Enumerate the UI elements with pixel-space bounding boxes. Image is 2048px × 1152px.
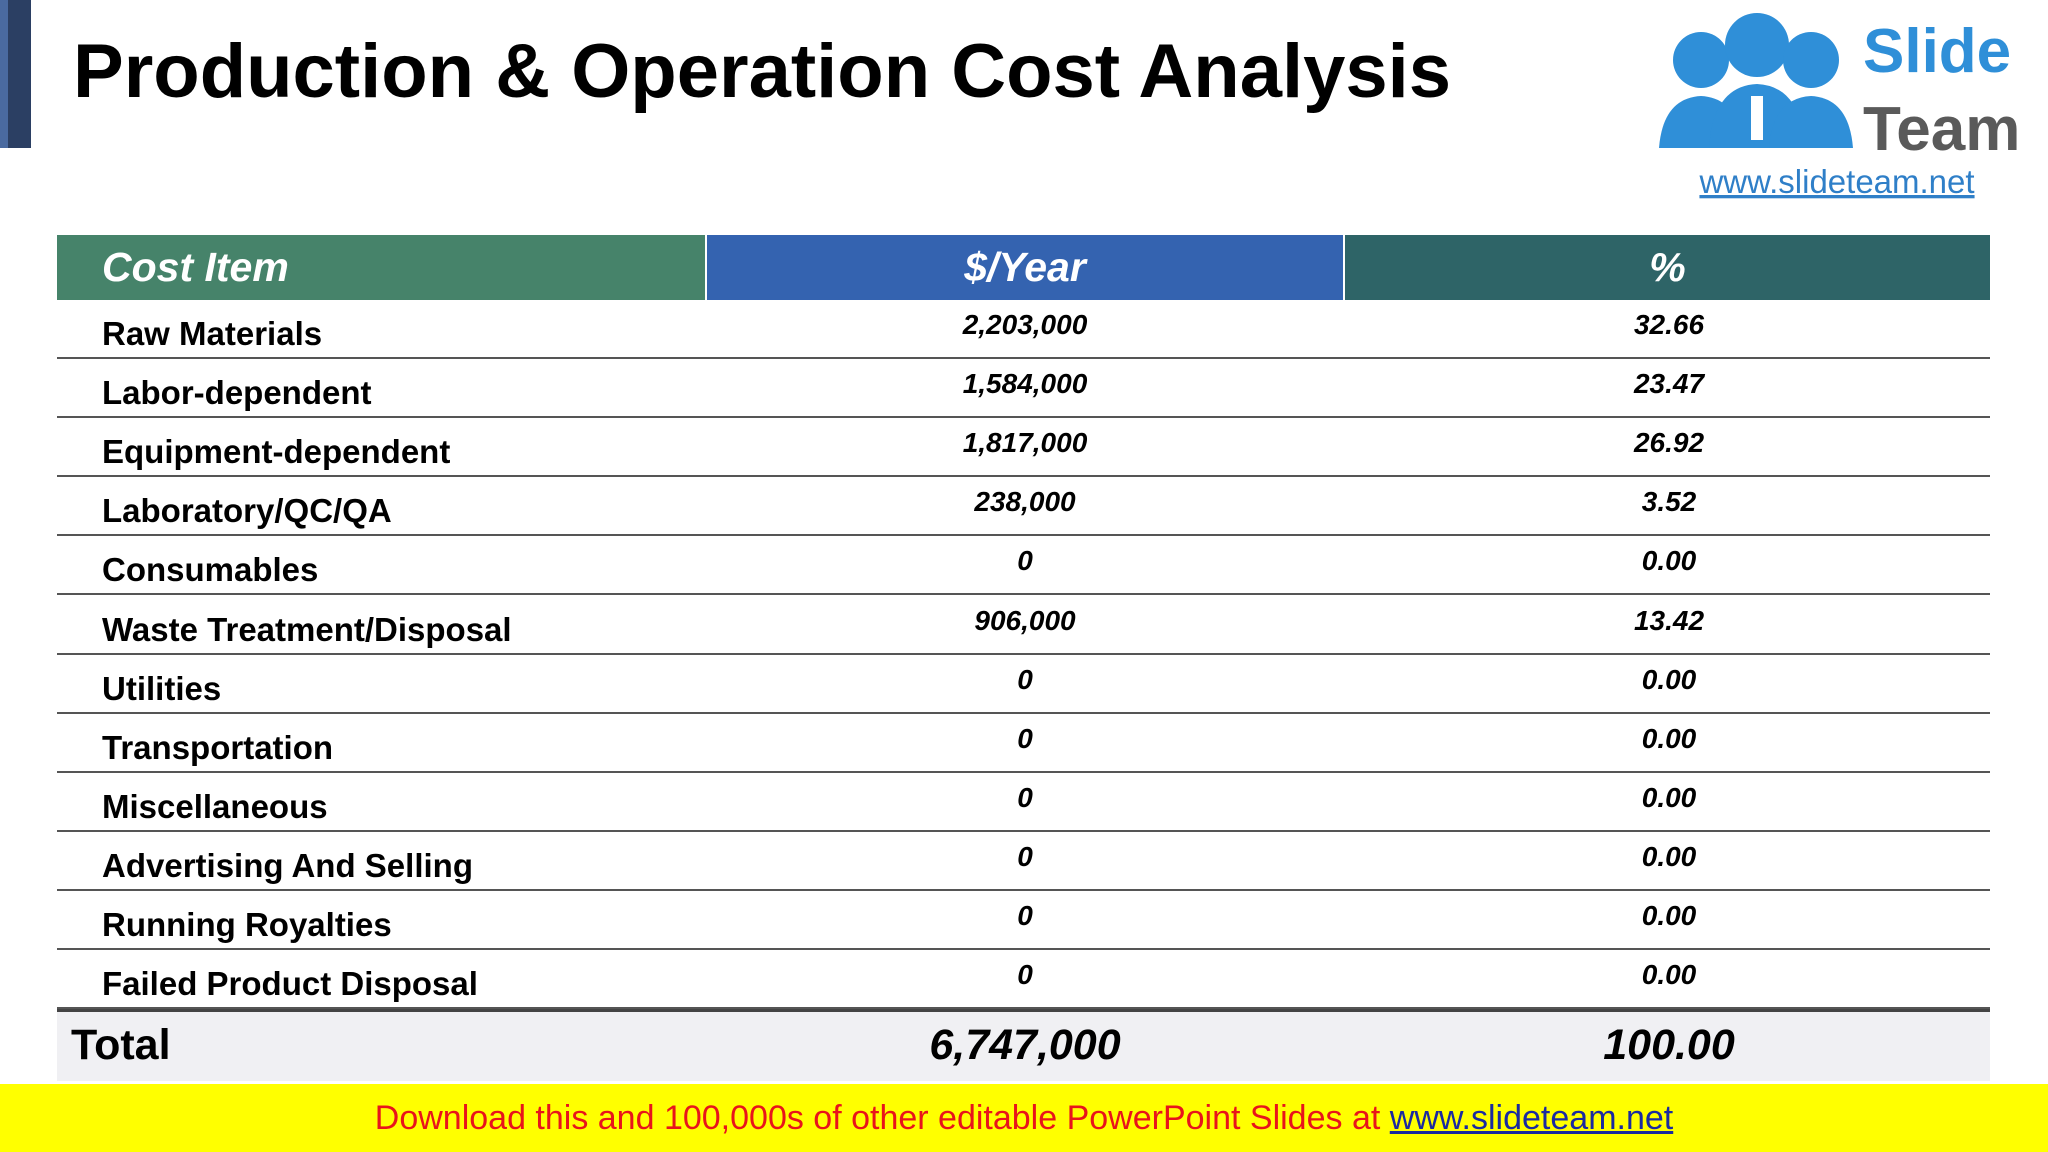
cell-value: 0.00 [1641,545,1697,577]
cell-value: 32.66 [1633,309,1705,340]
cell-value: 1,584,000 [962,368,1088,400]
cost-item: Equipment-dependent [102,433,451,471]
logo-word: Team [1863,95,2020,164]
cell-value: 238,000 [974,486,1076,518]
cost-item: Waste Treatment/Disposal [102,610,512,648]
cell-value: 0.00 [1641,900,1697,931]
cell-value: 0.00 [1641,959,1697,991]
cost-item: Raw Materials [102,315,323,352]
cell-value: 1,817,000 [962,427,1088,459]
cell-value: 0 [1017,900,1033,931]
cost-item: Labor-dependent [102,374,372,412]
footer-banner: Download this and 100,000s of other edit… [0,1084,2048,1152]
table-row: Equipment-dependent 1,817,000 26.92 [57,418,1990,478]
cell-value: 0 [1017,663,1033,695]
column-header: Cost Item [57,235,705,300]
table-row: Laboratory/QC/QA 238,000 3.52 [57,477,1990,537]
accent-bar [0,0,8,148]
cell-value: 23.47 [1633,368,1705,400]
cost-item: Utilities [102,669,222,707]
table-row: Miscellaneous 0 0.00 [57,773,1990,832]
table-row: Failed Product Disposal 0 0.00 [57,950,1990,1010]
cell-value: 906,000 [974,604,1076,636]
cost-item: Failed Product Disposal [102,965,478,1003]
cell-value: 0 [1017,545,1033,577]
logo-icon [1659,13,1853,148]
cell-value: 0.00 [1641,722,1697,754]
cell-value: 0.00 [1641,781,1697,813]
table-row: Labor-dependent 1,584,000 23.47 [57,359,1990,419]
cell-value: 3.52 [1641,486,1697,518]
total-value: 6,747,000 [929,1021,1121,1069]
column-header: $/Year [707,235,1343,300]
cell-value: 2,203,000 [962,309,1088,340]
cell-value: 0 [1017,781,1033,813]
cell-value: 0.00 [1641,663,1697,695]
column-header: % [1345,235,1990,300]
title: Production & Operation Cost Analysis [73,29,1452,114]
cost-item: Running Royalties [102,906,392,943]
table-row: Running Royalties 0 0.00 [57,891,1990,950]
table-row: Consumables 0 0.00 [57,536,1990,596]
table-row: Advertising And Selling 0 0.00 [57,832,1990,891]
cost-item: Transportation [102,728,334,766]
cell-value: 0 [1017,959,1033,991]
cost-item: Advertising And Selling [102,846,473,884]
table-row: Raw Materials 2,203,000 32.66 [57,300,1990,359]
cost-item: Miscellaneous [102,787,328,825]
cell-value: 0.00 [1641,840,1697,872]
cell-value: 26.92 [1633,427,1705,459]
table-row: Waste Treatment/Disposal 906,000 13.42 [57,596,1990,655]
logo-url[interactable]: www.slideteam.net [1698,163,1974,200]
footer-text: Download this and 100,000s of other edit… [374,1099,1381,1137]
total-row: Total 6,747,000 100.00 [57,1009,1990,1081]
cell-value: 13.42 [1633,604,1705,636]
cost-item: Laboratory/QC/QA [102,492,392,530]
table-row: Utilities 0 0.00 [57,655,1990,714]
logo: Slide Team www.slideteam.net [1659,13,2020,200]
logo-word: Slide [1863,17,2011,86]
total-value: 100.00 [1603,1021,1735,1069]
cost-item: Consumables [102,551,319,589]
footer-link[interactable]: www.slideteam.net [1389,1099,1674,1137]
cell-value: 0 [1017,722,1033,754]
cell-value: 0 [1017,840,1033,872]
total-label: Total [71,1021,171,1069]
table-row: Transportation 0 0.00 [57,714,1990,773]
